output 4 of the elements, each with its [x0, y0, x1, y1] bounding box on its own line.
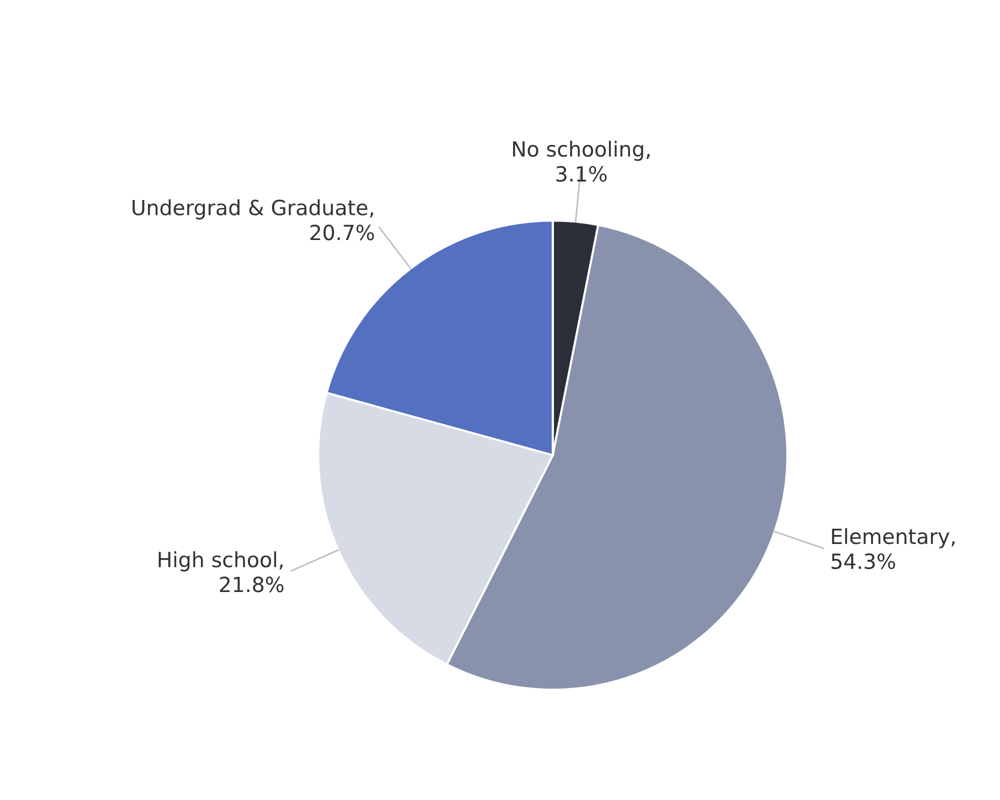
slice-label: Elementary, 54.3% — [832, 528, 955, 570]
slice-label: Undergrad & Graduate, 20.7% — [132, 199, 374, 240]
slice-label: No schooling, 3.1% — [513, 140, 650, 182]
slice-label: High school, 21.8% — [158, 551, 284, 592]
